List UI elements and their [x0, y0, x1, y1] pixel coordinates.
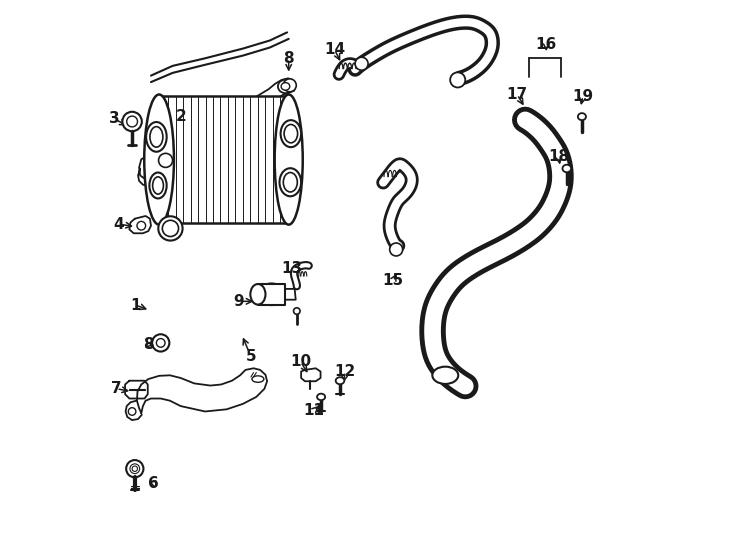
Ellipse shape	[432, 367, 458, 384]
Text: 5: 5	[246, 349, 256, 364]
Circle shape	[130, 464, 139, 474]
Ellipse shape	[159, 217, 183, 241]
Circle shape	[123, 112, 142, 131]
Text: 18: 18	[548, 149, 570, 164]
Text: 8: 8	[283, 51, 294, 66]
Ellipse shape	[280, 168, 301, 196]
Ellipse shape	[280, 120, 301, 147]
Text: 16: 16	[536, 37, 557, 52]
Polygon shape	[137, 368, 267, 413]
Ellipse shape	[562, 165, 571, 172]
Polygon shape	[126, 401, 142, 420]
Text: 2: 2	[175, 109, 186, 124]
Circle shape	[128, 408, 136, 415]
Ellipse shape	[250, 284, 266, 305]
Polygon shape	[129, 216, 151, 233]
Ellipse shape	[153, 177, 164, 194]
Text: 3: 3	[109, 111, 120, 126]
Polygon shape	[138, 78, 296, 186]
Ellipse shape	[450, 72, 465, 87]
Ellipse shape	[317, 394, 325, 400]
Ellipse shape	[283, 172, 297, 192]
Text: 14: 14	[324, 42, 345, 57]
Text: 1: 1	[131, 298, 141, 313]
Ellipse shape	[278, 80, 293, 93]
Ellipse shape	[162, 220, 178, 237]
Polygon shape	[301, 368, 321, 381]
Circle shape	[283, 79, 297, 92]
Ellipse shape	[146, 122, 167, 152]
Circle shape	[355, 57, 368, 70]
Text: 11: 11	[304, 403, 324, 418]
Bar	[161, 96, 288, 223]
Text: 6: 6	[148, 476, 159, 491]
Text: 17: 17	[506, 87, 528, 102]
Ellipse shape	[258, 284, 285, 305]
Text: 8: 8	[143, 337, 153, 352]
Text: 13: 13	[281, 261, 302, 276]
Ellipse shape	[150, 127, 163, 147]
Ellipse shape	[150, 172, 167, 198]
Ellipse shape	[578, 113, 586, 120]
Text: 12: 12	[335, 364, 356, 379]
Polygon shape	[258, 284, 285, 305]
Circle shape	[127, 116, 137, 127]
Polygon shape	[125, 381, 148, 399]
Circle shape	[126, 460, 143, 477]
Text: 19: 19	[573, 89, 594, 104]
Ellipse shape	[275, 94, 302, 225]
Circle shape	[152, 334, 170, 352]
Ellipse shape	[281, 83, 290, 90]
Circle shape	[132, 466, 137, 471]
Text: 10: 10	[290, 354, 311, 369]
Circle shape	[159, 153, 172, 167]
Ellipse shape	[335, 377, 344, 384]
Circle shape	[390, 243, 403, 256]
Ellipse shape	[284, 125, 297, 143]
Text: 9: 9	[233, 294, 244, 309]
Circle shape	[137, 221, 145, 230]
Ellipse shape	[294, 308, 300, 314]
Text: 7: 7	[111, 381, 122, 396]
Ellipse shape	[145, 94, 174, 225]
Text: 15: 15	[382, 273, 404, 288]
Text: 4: 4	[113, 217, 124, 232]
Ellipse shape	[252, 376, 264, 382]
Circle shape	[156, 339, 165, 347]
Polygon shape	[285, 289, 296, 300]
